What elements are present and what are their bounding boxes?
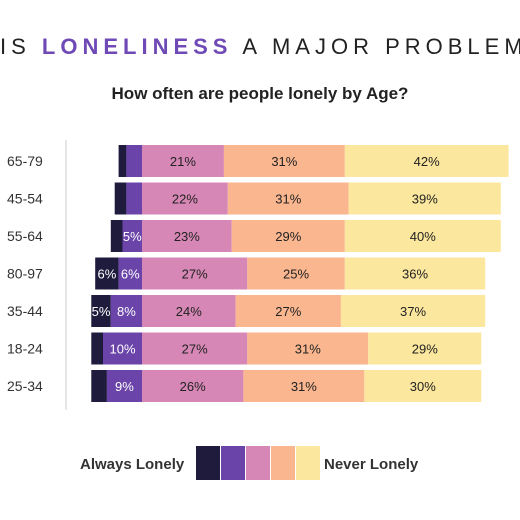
data-label: 24%	[176, 304, 202, 319]
bar-segment	[118, 145, 127, 177]
y-tick-label: 18-24	[7, 341, 43, 357]
bar-segment	[231, 220, 345, 252]
y-tick-label: 80-97	[7, 266, 43, 282]
data-label: 31%	[295, 342, 321, 357]
data-label: 29%	[275, 229, 301, 244]
y-tick-label: 65-79	[7, 153, 43, 169]
data-label: 42%	[414, 154, 440, 169]
data-label: 5%	[123, 229, 142, 244]
data-label: 30%	[410, 379, 436, 394]
data-label: 9%	[115, 379, 134, 394]
bar-segment	[344, 145, 509, 177]
chart-title: IS LONELINESS A MAJOR PROBLEM?	[0, 34, 520, 60]
bar-segment	[340, 295, 486, 327]
bar-segment	[91, 370, 107, 402]
data-label: 8%	[117, 304, 136, 319]
bar-segment	[142, 220, 232, 252]
data-label: 27%	[182, 342, 208, 357]
data-label: 6%	[121, 267, 140, 282]
legend-swatch-4	[271, 446, 295, 480]
data-label: 37%	[400, 304, 426, 319]
data-label: 22%	[172, 192, 198, 207]
data-label: 5%	[92, 304, 111, 319]
bar-segment	[106, 370, 142, 402]
data-label: 21%	[170, 154, 196, 169]
bar-segment	[344, 220, 501, 252]
bar-segment	[91, 295, 111, 327]
bar-segment	[91, 332, 103, 365]
bar-segment	[110, 295, 142, 327]
y-tick-label: 25-34	[7, 378, 43, 394]
stacked-bar-chart: 65-79 21% 31% 42% 45-54 22% 31% 39% 55-64 5% 23% 29…	[7, 140, 509, 410]
bar-segment	[118, 257, 142, 290]
bar-segment	[114, 182, 127, 215]
bar-segment	[247, 332, 369, 365]
y-tick-label: 55-64	[7, 228, 43, 244]
data-label: 23%	[174, 229, 200, 244]
data-label: 27%	[275, 304, 301, 319]
bar-segment	[243, 370, 365, 402]
data-label: 39%	[412, 192, 438, 207]
data-label: 25%	[283, 267, 309, 282]
bar-segment	[227, 182, 349, 215]
bar-segment	[247, 257, 345, 290]
bar-segment	[348, 182, 501, 215]
title-highlight: LONELINESS	[41, 34, 233, 59]
bar-segment	[142, 370, 244, 402]
bar-segment	[126, 145, 142, 177]
title-pre: IS	[0, 34, 42, 59]
y-tick-label: 35-44	[7, 303, 43, 319]
data-label: 27%	[182, 267, 208, 282]
legend-swatch-1	[196, 446, 220, 480]
bar-segment	[95, 257, 119, 290]
data-label: 36%	[402, 267, 428, 282]
legend-left-label: Always Lonely	[80, 456, 185, 473]
y-tick-label: 45-54	[7, 191, 43, 207]
bar-segment	[110, 220, 123, 252]
bar-segment	[368, 332, 482, 365]
data-label: 31%	[275, 192, 301, 207]
data-label: 29%	[412, 342, 438, 357]
data-label: 10%	[109, 342, 135, 357]
bar-segment	[142, 145, 224, 177]
bar-segment	[142, 182, 228, 215]
data-label: 31%	[291, 379, 317, 394]
legend-right-label: Never Lonely	[324, 456, 419, 473]
chart-subtitle: How often are people lonely by Age?	[111, 84, 409, 103]
data-label: 40%	[410, 229, 436, 244]
bar-segment	[103, 332, 142, 365]
legend-swatch-3	[246, 446, 270, 480]
bar-segment	[223, 145, 345, 177]
data-label: 6%	[98, 267, 117, 282]
data-label: 26%	[180, 379, 206, 394]
bar-segment	[364, 370, 482, 402]
bar-segment	[142, 332, 248, 365]
title-post: A MAJOR PROBLEM?	[232, 34, 520, 59]
bar-segment	[235, 295, 341, 327]
bar-segment	[122, 220, 142, 252]
data-label: 31%	[271, 154, 297, 169]
bar-segment	[142, 295, 236, 327]
legend-swatch-5	[296, 446, 320, 480]
bar-segment	[142, 257, 248, 290]
bar-segment	[126, 182, 142, 215]
legend: Always Lonely Never Lonely	[0, 446, 520, 482]
legend-swatch-2	[221, 446, 245, 480]
bar-segment	[344, 257, 486, 290]
